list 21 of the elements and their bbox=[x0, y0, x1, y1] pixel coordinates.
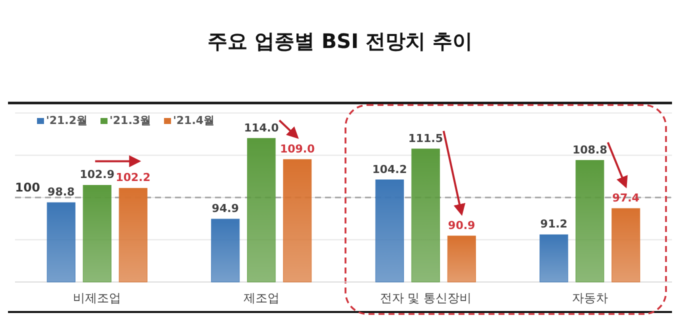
legend-label: '21.2월 bbox=[46, 114, 88, 127]
data-label: 109.0 bbox=[280, 142, 316, 156]
data-label: 111.5 bbox=[408, 132, 444, 145]
x-tick-label: 비제조업 bbox=[73, 291, 122, 305]
ref-line-label: 100 bbox=[15, 180, 40, 194]
data-label: 90.9 bbox=[448, 218, 476, 232]
data-label: 91.2 bbox=[540, 218, 568, 231]
data-label: 94.9 bbox=[212, 202, 239, 216]
data-label: 98.8 bbox=[48, 186, 75, 199]
data-label: 97.4 bbox=[612, 191, 640, 204]
x-tick-label: 전자 및 통신장비 bbox=[380, 291, 472, 305]
x-tick-label: 제조업 bbox=[243, 291, 280, 305]
data-label: 114.0 bbox=[244, 121, 280, 134]
data-label: 102.2 bbox=[116, 171, 151, 184]
legend-label: '21.4월 bbox=[173, 114, 215, 127]
data-label: 102.9 bbox=[80, 168, 115, 182]
data-label: 108.8 bbox=[572, 143, 608, 156]
legend-label: '21.3월 bbox=[110, 114, 152, 127]
x-tick-label: 자동차 bbox=[572, 291, 608, 305]
data-label: 104.2 bbox=[372, 162, 408, 176]
chart-title: 주요 업종별 BSI 전망치 추이 bbox=[208, 29, 472, 53]
